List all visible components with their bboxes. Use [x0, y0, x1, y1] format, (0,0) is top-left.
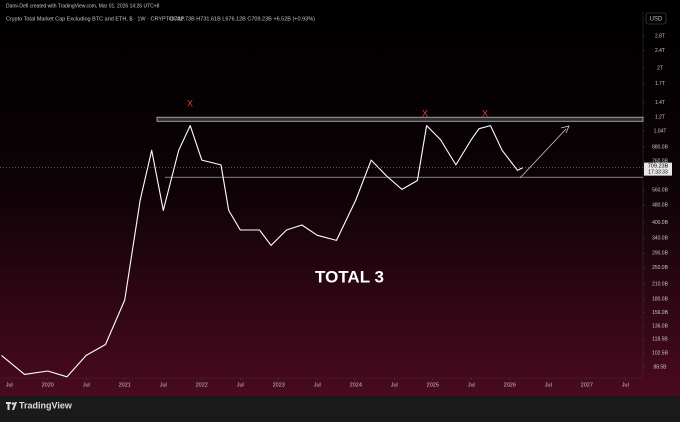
x-tick-label: 2020 [42, 382, 54, 388]
currency[interactable]: USD [650, 17, 663, 23]
marker: X [482, 108, 488, 118]
y-tick-label: 1.2T [655, 115, 665, 121]
y-tick-label: 560.0B [652, 188, 669, 194]
y-tick-label: 1.7T [655, 81, 665, 87]
arrow-head [560, 125, 570, 134]
marker: X [422, 108, 428, 118]
y-tick-label: 1.4T [655, 100, 665, 106]
logo [6, 402, 17, 410]
y-tick-label: 210.0B [652, 282, 669, 288]
x-tick-label: Jul [622, 382, 629, 388]
last-price-label: 709.23B [648, 164, 669, 170]
y-tick-label: 480.0B [652, 202, 669, 208]
x-tick-label: 2027 [581, 382, 593, 388]
marker: X [187, 98, 193, 108]
y-tick-label: 2.8T [655, 33, 665, 39]
y-tick-label: 340.0B [652, 235, 669, 241]
brand: TradingView [19, 400, 73, 410]
y-tick-label: 102.5B [652, 350, 669, 356]
y-tick-label: 2T [657, 66, 663, 72]
x-tick-label: Jul [160, 382, 167, 388]
y-tick-label: 880.0B [652, 144, 669, 150]
currency-box[interactable] [645, 12, 667, 25]
y-tick-label: 136.0B [652, 323, 669, 329]
credit: Dami-Defi created with TradingView.com, … [6, 3, 160, 9]
ohlc: O702.73B H731.61B L676.12B C709.23B +6.5… [170, 16, 315, 22]
y-tick-label: 156.0B [652, 310, 669, 316]
x-tick-label: Jul [314, 382, 321, 388]
x-tick-label: Jul [83, 382, 90, 388]
chart-background [0, 0, 680, 396]
projection-arrow [519, 128, 567, 179]
y-tick-label: 760.0B [652, 158, 669, 164]
x-tick-label: Jul [237, 382, 244, 388]
countdown: 17:33:33 [648, 169, 668, 175]
y-tick-label: 1.04T [654, 128, 667, 134]
x-tick-label: 2022 [196, 382, 208, 388]
x-tick-label: 2026 [504, 382, 516, 388]
x-tick-label: 2025 [427, 382, 439, 388]
footer-bar [0, 396, 680, 417]
y-tick-label: 88.5B [653, 364, 667, 370]
chart-annotation: TOTAL 3 [315, 267, 384, 286]
last-price-box [644, 162, 672, 176]
price-line [1, 125, 524, 378]
x-tick-label: 2021 [119, 382, 131, 388]
x-tick-label: 2024 [350, 382, 362, 388]
x-tick-label: Jul [6, 382, 13, 388]
x-tick-label: 2023 [273, 382, 285, 388]
y-tick-label: 250.0B [652, 265, 669, 271]
symbol: Crypto Total Market Cap Excluding BTC an… [6, 16, 185, 22]
x-tick-label: Jul [545, 382, 552, 388]
y-tick-label: 400.0B [652, 220, 669, 226]
x-tick-label: Jul [468, 382, 475, 388]
y-tick-label: 118.5B [652, 336, 668, 342]
y-tick-label: 180.0B [652, 296, 669, 302]
resistance-zone [156, 116, 644, 122]
x-tick-label: Jul [391, 382, 398, 388]
y-tick-label: 2.4T [655, 48, 665, 54]
y-tick-label: 290.0B [652, 251, 669, 257]
